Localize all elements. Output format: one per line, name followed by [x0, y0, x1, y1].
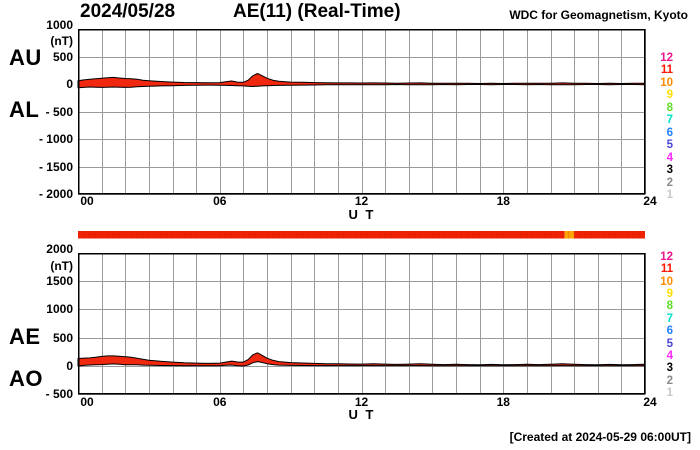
station-count-10: 10 [660, 76, 673, 89]
bottom-panel-data-band [77, 352, 646, 367]
station-count-10: 10 [660, 275, 673, 288]
panel_top-ytick-label: - 1000 [38, 132, 73, 146]
station-count-2: 2 [666, 176, 673, 189]
panel_top-ytick-label: - 1500 [38, 159, 73, 174]
bottom-unit-label: (nT) [50, 259, 73, 273]
plot-date: 2024/05/28 [80, 1, 176, 22]
panel_top-ytick-label: - 500 [45, 104, 73, 119]
panel_top-ytick-label: 500 [52, 49, 73, 64]
al-axis-label: AL [9, 97, 40, 122]
created-at-stamp: [Created at 2024-05-29 06:00UT] [509, 430, 691, 444]
station-count-5: 5 [666, 337, 673, 350]
station-count-7: 7 [666, 114, 673, 127]
panel_bottom-xtick-label: 12 [354, 395, 369, 409]
panel_bottom-ytick-label: 0 [66, 358, 73, 373]
status-bar-segment [574, 231, 645, 239]
station-count-4: 4 [666, 151, 673, 164]
station-count-11: 11 [660, 263, 673, 276]
status-bar-segment [564, 231, 575, 239]
panel_bottom-ytick-label: 1000 [46, 302, 73, 317]
ae-axis-label: AE [9, 324, 41, 349]
panel_top-ytick-label: 1000 [46, 18, 73, 32]
panel_top-ytick-label: 0 [66, 77, 73, 91]
station-count-8: 8 [666, 300, 673, 313]
station-count-3: 3 [666, 164, 673, 177]
station-count-7: 7 [666, 312, 673, 325]
station-count-12: 12 [660, 251, 673, 263]
panel_top-ytick-label: - 2000 [38, 187, 73, 201]
station-count-3: 3 [666, 362, 673, 375]
bottom-ut-axis-label: U T [348, 407, 376, 422]
station-count-6: 6 [666, 325, 673, 338]
au-axis-label: AU [9, 45, 42, 70]
station-count-1: 1 [666, 386, 673, 399]
panel_bottom-xtick-label: 24 [643, 395, 657, 409]
top-ut-axis-label: U T [348, 207, 376, 222]
panel_bottom-ytick-label: 2000 [46, 242, 73, 256]
station-count-11: 11 [660, 64, 673, 77]
panel_bottom-ytick-label: 500 [52, 330, 73, 345]
page-title: AE(11) (Real-Time) [233, 1, 401, 22]
panel_top-xtick-label: 12 [354, 194, 369, 208]
station-count-4: 4 [666, 349, 673, 362]
data-source-label: WDC for Geomagnetism, Kyoto [509, 8, 688, 22]
station-count-6: 6 [666, 126, 673, 139]
station-count-8: 8 [666, 101, 673, 114]
panel_top-xtick-label: 24 [643, 194, 657, 208]
station-count-5: 5 [666, 139, 673, 152]
panel_bottom-ytick-label: 1500 [46, 274, 73, 289]
top-unit-label: (nT) [50, 34, 73, 48]
bottom-panel-frame [77, 252, 646, 395]
ao-axis-label: AO [9, 366, 43, 391]
station-count-2: 2 [666, 374, 673, 387]
status-bar-segment [78, 231, 565, 239]
panel_bottom-xtick-label: 00 [80, 395, 94, 409]
top-panel-frame [77, 28, 646, 195]
station-count-1: 1 [666, 188, 673, 201]
station-count-12: 12 [660, 52, 673, 64]
panel_bottom-xtick-label: 06 [213, 395, 227, 409]
panel_top-xtick-label: 06 [213, 194, 227, 208]
station-count-9: 9 [666, 89, 673, 102]
panel_bottom-ytick-label: - 500 [45, 387, 73, 401]
station-count-9: 9 [666, 288, 673, 301]
panel_top-xtick-label: 18 [496, 194, 510, 208]
top-panel-data-band [77, 73, 646, 89]
panel_top-xtick-label: 00 [80, 194, 94, 208]
panel_bottom-xtick-label: 18 [496, 395, 510, 409]
